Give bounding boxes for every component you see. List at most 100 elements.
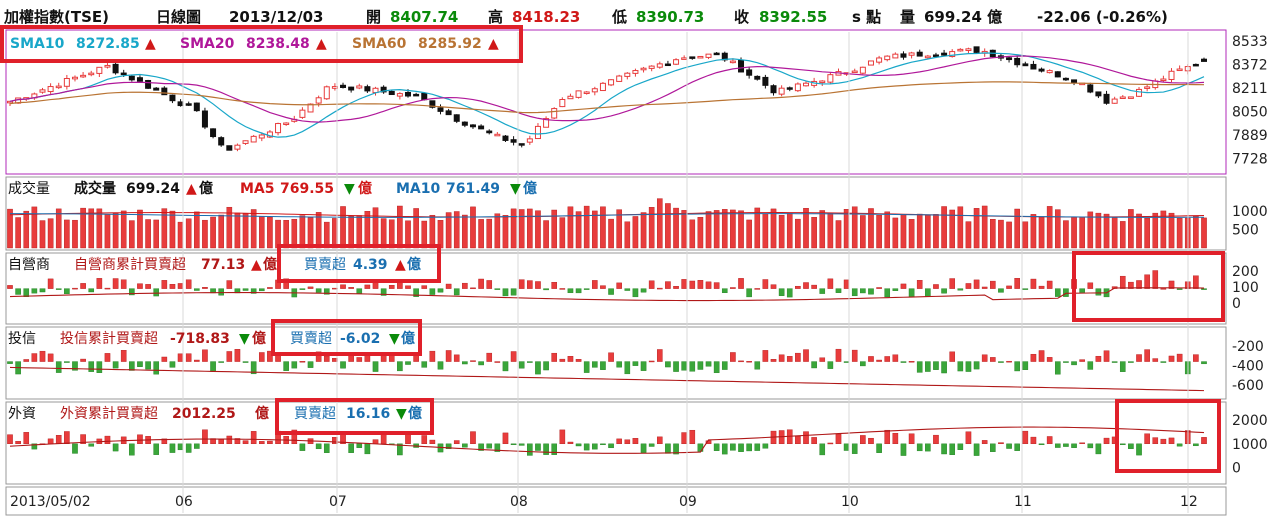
candle-body (851, 70, 858, 74)
candle-body (900, 53, 907, 58)
trust-bar (1054, 361, 1061, 375)
foreign-bar (47, 438, 54, 445)
volume-bar (129, 220, 135, 249)
dealer-bar (998, 288, 1004, 293)
volume-bar (185, 218, 192, 249)
volume-tick: 1000 (1232, 204, 1268, 220)
volume-bar (120, 210, 127, 249)
trust-bar (323, 355, 330, 362)
volume-bar (949, 209, 956, 249)
volume-bar (656, 198, 663, 249)
trust-bar (835, 348, 842, 362)
dealer-bar (39, 288, 46, 293)
foreign-bar (1006, 443, 1012, 449)
x-tick-label: 2013/05/02 (10, 494, 91, 510)
sma60-label: SMA60 (352, 36, 407, 52)
trust-bar (819, 357, 826, 362)
foreign-bar (323, 443, 330, 453)
volume-bar (340, 206, 346, 249)
trust-bar (478, 361, 484, 366)
candle-body (88, 72, 95, 76)
trust-bar (55, 361, 62, 373)
candle-body (746, 69, 753, 76)
volume-bar (884, 211, 891, 249)
volume-bar (981, 205, 988, 249)
candle-body (136, 77, 143, 82)
candle-body (104, 64, 111, 68)
dealer-bar (770, 284, 777, 289)
x-tick-label: 10 (841, 494, 859, 510)
trust-bar (267, 350, 273, 362)
candle-body (494, 133, 501, 137)
foreign-bar (1119, 443, 1126, 446)
foreign-bar (478, 443, 484, 451)
foreign-bar (299, 443, 306, 451)
trust-bar (656, 349, 663, 362)
volume-bar (372, 207, 379, 249)
price-tick: 8372 (1232, 57, 1268, 73)
candle-body (616, 75, 623, 82)
candle-body (96, 66, 103, 74)
dealer-bar (738, 278, 744, 289)
volume-bar (957, 206, 964, 249)
candle-body (1192, 63, 1199, 67)
dealer-bar (437, 288, 444, 293)
volume-bar (916, 213, 923, 249)
trust-bar (502, 361, 509, 372)
foreign-bar (218, 439, 224, 445)
trust-tick: -600 (1232, 378, 1264, 394)
candle-body (583, 91, 590, 94)
highlight-box-foreign-net (275, 398, 434, 435)
candle-body (632, 70, 639, 74)
candle-body (226, 145, 233, 151)
foreign-tick: 0 (1232, 461, 1241, 477)
foreign-bar (730, 443, 736, 451)
dealer-bar (478, 278, 484, 289)
volume-bar (575, 211, 582, 249)
dealer-tick: 200 (1232, 264, 1259, 280)
trust-bar (949, 351, 956, 362)
candle-body (697, 55, 704, 59)
trust-bar (510, 351, 517, 362)
candle-body (713, 52, 720, 56)
foreign-bar (551, 443, 558, 455)
foreign-bar (462, 443, 468, 448)
dealer-bar (884, 288, 891, 298)
trust-bar (275, 354, 281, 362)
volume-bar (697, 217, 704, 249)
candle-body (908, 52, 915, 56)
candle-body (827, 74, 834, 83)
trust-bar (876, 359, 882, 362)
volume-bar (202, 219, 208, 249)
trust-bar (1046, 357, 1053, 362)
foreign-legend: 外資 外資累計買賣超 2012.25 億 買賣超 16.16 ▼ 億 (8, 405, 422, 422)
trust-bar (1006, 360, 1012, 363)
foreign-bar (1014, 443, 1020, 451)
volume-bar (819, 210, 826, 249)
volume-bar (527, 208, 533, 249)
ma5-value: 769.55 (280, 181, 334, 197)
candle-body (469, 124, 476, 128)
foreign-bar (681, 432, 687, 445)
foreign-bar (112, 443, 119, 452)
candle-body (1201, 58, 1207, 62)
trust-bar (990, 357, 996, 362)
volume-bar (1119, 221, 1126, 249)
close-value: 8392.55 (759, 8, 827, 26)
trust-bar (608, 352, 614, 362)
candle-body (1038, 68, 1045, 72)
sma20-label: SMA20 (180, 36, 235, 52)
dealer-bar (892, 288, 899, 291)
dealer-bar (380, 288, 387, 296)
candle-body (39, 89, 46, 93)
dealer-bar (981, 286, 988, 289)
volume-bar (388, 219, 395, 249)
trust-bar (551, 352, 558, 362)
trust-bar (1160, 361, 1167, 363)
trust-net-label: 買賣超 (290, 331, 332, 347)
candle-body (1054, 71, 1061, 78)
volume-bar (397, 205, 403, 249)
foreign-bar (405, 433, 411, 445)
dealer-bar (697, 280, 704, 289)
foreign-bar (762, 443, 769, 449)
